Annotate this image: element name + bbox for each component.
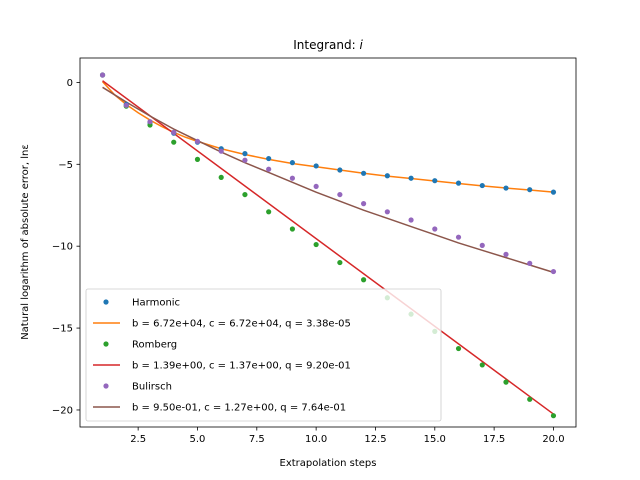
legend-label: Harmonic xyxy=(132,298,180,309)
y-tick-label: 0 xyxy=(67,78,73,89)
data-point-2 xyxy=(360,277,367,283)
data-point-4 xyxy=(550,268,557,275)
legend-marker xyxy=(103,299,109,305)
data-point-2 xyxy=(455,345,462,352)
data-point-0 xyxy=(455,180,462,186)
data-point-0 xyxy=(527,187,533,193)
series-line-3 xyxy=(102,80,554,415)
y-tick-label: −10 xyxy=(52,242,73,253)
data-point-4 xyxy=(171,129,177,135)
data-point-0 xyxy=(408,175,414,181)
x-tick-label: 20.0 xyxy=(542,434,564,445)
data-point-0 xyxy=(503,185,509,191)
data-point-2 xyxy=(550,413,557,419)
legend-marker xyxy=(103,383,109,389)
x-tick-label: 15.0 xyxy=(424,434,446,445)
legend-label: b = 1.39e+00, c = 1.37e+00, q = 9.20e-01 xyxy=(132,361,351,372)
y-tick-label: −5 xyxy=(58,160,73,171)
data-point-2 xyxy=(289,226,296,232)
data-point-4 xyxy=(266,166,272,172)
data-point-2 xyxy=(313,241,319,248)
x-tick-label: 2.5 xyxy=(130,434,146,445)
x-tick-label: 17.5 xyxy=(483,434,505,445)
data-point-2 xyxy=(503,379,509,385)
data-point-2 xyxy=(266,209,272,215)
x-tick-label: 7.5 xyxy=(249,434,265,445)
data-point-4 xyxy=(432,226,438,232)
data-point-0 xyxy=(289,160,296,166)
data-point-4 xyxy=(313,183,319,190)
data-point-0 xyxy=(313,163,319,169)
legend-label: Bulirsch xyxy=(132,382,172,393)
x-tick-label: 5.0 xyxy=(190,434,206,445)
legend: Harmonic b = 6.72e+04, c = 6.72e+04, q = … xyxy=(85,288,442,422)
data-point-4 xyxy=(289,175,296,181)
data-point-2 xyxy=(171,139,177,145)
x-axis-label: Extrapolation steps xyxy=(280,458,377,469)
x-tick-label: 10.0 xyxy=(305,434,327,445)
x-tick-label: 12.5 xyxy=(364,434,386,445)
data-point-0 xyxy=(337,167,343,173)
legend-label: Romberg xyxy=(132,340,177,351)
data-point-4 xyxy=(455,234,462,240)
series-line-1 xyxy=(101,81,554,193)
data-point-4 xyxy=(194,138,201,144)
data-point-4 xyxy=(408,217,414,223)
data-point-4 xyxy=(337,191,343,198)
plot-content xyxy=(99,72,557,419)
chart-title: Integrand: i xyxy=(293,38,363,52)
data-point-4 xyxy=(242,157,248,163)
data-point-4 xyxy=(384,209,390,215)
legend-label: b = 9.50e-01, c = 1.27e+00, q = 7.64e-01 xyxy=(132,403,346,414)
data-point-0 xyxy=(550,189,557,195)
legend-box xyxy=(85,288,442,422)
y-axis-label: Natural logarithm of absolute error, lnε xyxy=(20,144,31,340)
legend-label: b = 6.72e+04, c = 6.72e+04, q = 3.38e-05 xyxy=(132,319,351,330)
data-point-0 xyxy=(360,170,367,176)
data-point-2 xyxy=(218,174,224,180)
data-point-0 xyxy=(479,182,485,189)
y-tick-label: −20 xyxy=(52,405,73,416)
data-point-2 xyxy=(242,191,248,198)
data-point-2 xyxy=(479,362,485,368)
data-point-4 xyxy=(147,119,153,125)
data-point-4 xyxy=(360,201,367,207)
plot-frame xyxy=(79,57,577,428)
y-axis: 0 −5 −10 −15 −20 xyxy=(52,78,80,416)
y-tick-label: −15 xyxy=(52,324,73,335)
data-point-2 xyxy=(194,156,201,162)
data-point-2 xyxy=(337,259,343,266)
x-axis: 2.5 5.0 7.5 10.0 12.5 15.0 17.5 20.0 xyxy=(130,427,565,445)
data-point-0 xyxy=(242,151,248,157)
data-point-0 xyxy=(384,173,390,179)
data-point-4 xyxy=(527,260,533,266)
data-point-0 xyxy=(266,155,272,162)
series-line-5 xyxy=(102,86,554,274)
data-point-4 xyxy=(123,102,129,108)
data-point-4 xyxy=(503,251,509,257)
data-point-2 xyxy=(527,396,533,402)
data-point-0 xyxy=(432,178,438,184)
data-point-4 xyxy=(479,242,485,248)
legend-marker xyxy=(103,341,109,347)
data-point-4 xyxy=(218,148,224,154)
data-point-4 xyxy=(99,72,106,78)
